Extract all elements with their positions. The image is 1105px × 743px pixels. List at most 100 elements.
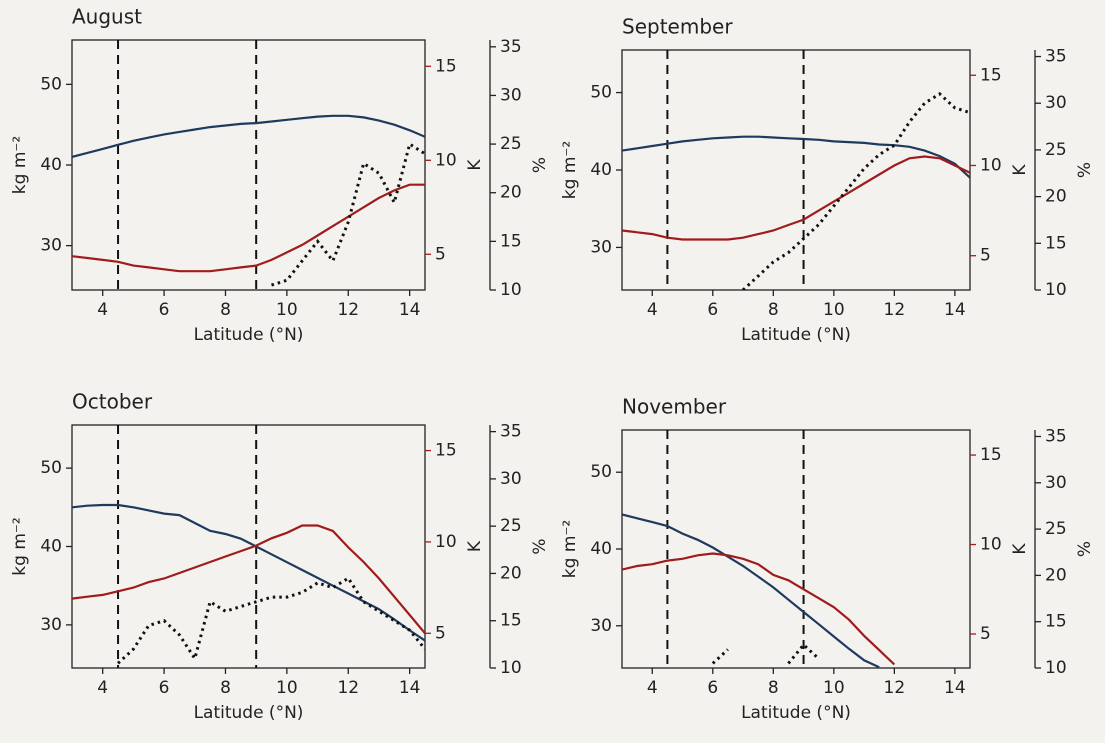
x-tick-label: 10: [276, 678, 298, 698]
y-tick-label: 50: [590, 83, 612, 103]
y-tick-label: 30: [590, 616, 612, 636]
y-tick-label: 40: [40, 155, 62, 175]
x-tick-label: 8: [768, 300, 779, 320]
y-tick-label: 50: [590, 462, 612, 482]
y-tick-label: 30: [40, 236, 62, 256]
panel-title: November: [622, 395, 727, 419]
y-axis-label: kg m⁻²: [10, 517, 30, 575]
x-tick-label: 14: [399, 300, 421, 320]
y3-tick-label: 35: [1045, 426, 1067, 446]
x-tick-label: 6: [159, 300, 170, 320]
y2-tick-label: 15: [980, 445, 1002, 465]
x-tick-label: 12: [337, 300, 359, 320]
y3-tick-label: 20: [500, 563, 522, 583]
y3-tick-label: 35: [500, 37, 522, 57]
x-tick-label: 8: [220, 678, 231, 698]
x-tick-label: 4: [97, 678, 108, 698]
x-axis-label: Latitude (°N): [741, 703, 851, 723]
y3-tick-label: 10: [1045, 658, 1067, 678]
x-tick-label: 4: [97, 300, 108, 320]
y3-tick-label: 30: [1045, 93, 1067, 113]
y3-tick-label: 15: [500, 231, 522, 251]
y2-axis-label: K: [1010, 164, 1030, 176]
y3-axis-label: %: [530, 538, 550, 554]
data-line: [622, 135, 970, 179]
y-tick-label: 40: [40, 537, 62, 557]
x-axis-label: Latitude (°N): [194, 325, 304, 345]
y3-axis-label: %: [530, 157, 550, 173]
y2-tick-label: 15: [435, 441, 457, 461]
x-tick-label: 6: [707, 678, 718, 698]
x-tick-label: 4: [647, 678, 658, 698]
y2-axis-label: K: [465, 159, 485, 171]
y3-tick-label: 35: [1045, 47, 1067, 67]
x-tick-label: 10: [823, 678, 845, 698]
data-line: [622, 155, 970, 241]
y3-tick-label: 30: [1045, 473, 1067, 493]
data-line: [72, 114, 425, 158]
y3-tick-label: 25: [1045, 140, 1067, 160]
panel-title: August: [72, 5, 142, 29]
y-axis-label: kg m⁻²: [560, 520, 580, 578]
y2-tick-label: 10: [435, 150, 457, 170]
y2-tick-label: 5: [435, 623, 446, 643]
y-tick-label: 50: [40, 74, 62, 94]
x-tick-label: 12: [337, 678, 359, 698]
y2-tick-label: 10: [435, 532, 457, 552]
y3-tick-label: 20: [1045, 565, 1067, 585]
y2-axis-label: K: [1010, 543, 1030, 555]
plot-frame: [621, 49, 971, 291]
y3-tick-label: 10: [500, 280, 522, 300]
y2-tick-label: 5: [980, 246, 991, 266]
data-line: [741, 92, 970, 290]
x-tick-label: 4: [647, 300, 658, 320]
x-tick-label: 14: [944, 300, 966, 320]
y3-tick-label: 15: [1045, 612, 1067, 632]
y2-tick-label: 15: [435, 56, 457, 76]
y-tick-label: 30: [40, 615, 62, 635]
x-tick-label: 6: [159, 678, 170, 698]
data-line: [711, 642, 820, 665]
y-tick-label: 30: [590, 237, 612, 257]
y2-tick-label: 15: [980, 65, 1002, 85]
y3-tick-label: 10: [500, 658, 522, 678]
x-tick-label: 14: [944, 678, 966, 698]
data-line: [72, 503, 425, 642]
data-line: [116, 576, 425, 665]
x-tick-label: 8: [768, 678, 779, 698]
y2-tick-label: 5: [980, 624, 991, 644]
data-line: [72, 183, 425, 273]
y2-axis-label: K: [465, 540, 485, 552]
y3-axis-label: %: [1075, 541, 1095, 557]
data-line: [622, 552, 896, 666]
plot-frame: [621, 429, 971, 669]
plot-frame: [71, 39, 426, 291]
y-axis-label: kg m⁻²: [10, 136, 30, 194]
x-tick-label: 6: [707, 300, 718, 320]
y3-tick-label: 30: [500, 469, 522, 489]
y3-tick-label: 10: [1045, 280, 1067, 300]
x-tick-label: 12: [884, 678, 906, 698]
x-tick-label: 10: [276, 300, 298, 320]
data-line: [271, 141, 425, 287]
y3-tick-label: 25: [500, 516, 522, 536]
y3-tick-label: 20: [1045, 187, 1067, 207]
y-tick-label: 40: [590, 539, 612, 559]
y3-tick-label: 35: [500, 422, 522, 442]
data-line: [72, 524, 425, 635]
x-tick-label: 12: [884, 300, 906, 320]
y3-tick-label: 30: [500, 85, 522, 105]
y3-tick-label: 15: [500, 611, 522, 631]
x-tick-label: 10: [823, 300, 845, 320]
x-axis-label: Latitude (°N): [194, 703, 304, 723]
y2-tick-label: 5: [435, 244, 446, 264]
y3-tick-label: 25: [500, 134, 522, 154]
y-axis-label: kg m⁻²: [560, 141, 580, 199]
plot-frame: [71, 424, 426, 669]
y3-axis-label: %: [1075, 162, 1095, 178]
data-line: [622, 513, 880, 668]
y3-tick-label: 20: [500, 183, 522, 203]
y-tick-label: 50: [40, 458, 62, 478]
panel-title: September: [622, 15, 733, 39]
